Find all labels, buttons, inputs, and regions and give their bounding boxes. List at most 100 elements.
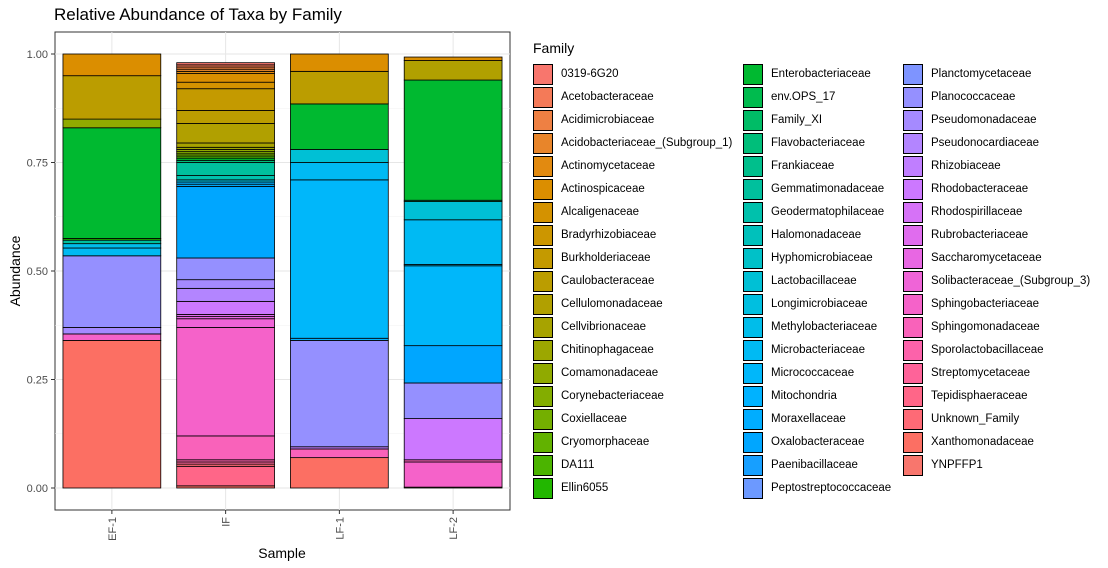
legend-label: Paenibacillaceae [771, 459, 858, 471]
legend-key [903, 179, 923, 200]
legend-label: Pseudomonadaceae [931, 114, 1037, 126]
legend-label: Actinomycetaceae [561, 160, 655, 172]
legend-key [903, 64, 923, 85]
legend-label: Acetobacteraceae [561, 91, 654, 103]
legend-label: Gemmatimonadaceae [771, 183, 885, 195]
bar-segment [176, 62, 275, 66]
bar-segment [403, 201, 503, 221]
y-axis-ticks: 0.00 0.25 0.50 0.75 1.00 [27, 49, 55, 495]
x-tick-label: IF [221, 517, 233, 527]
legend-label: Family_XI [771, 114, 823, 126]
legend-label: Enterobacteriaceae [771, 68, 871, 80]
legend-key [533, 432, 553, 453]
bar-segment [403, 56, 503, 61]
legend-key [743, 248, 763, 269]
x-tick-label: LF-2 [448, 517, 460, 540]
legend-label: Rhodobacteraceae [931, 183, 1029, 195]
bar-chart: 0.00 0.25 0.50 0.75 1.00 EF-1 IF LF-1 LF-2 Samp… [7, 31, 511, 561]
legend-label: Planctomycetaceae [931, 68, 1032, 80]
legend-key [903, 110, 923, 131]
bar-segment [176, 279, 275, 289]
legend-key [903, 87, 923, 108]
bar-segment [62, 239, 162, 245]
bar-segment [176, 185, 275, 259]
legend-key [533, 133, 553, 154]
legend-key [533, 317, 553, 338]
legend-key [903, 271, 923, 292]
bar-segment [290, 457, 389, 489]
bar-IF [176, 62, 275, 489]
legend-label: Acidimicrobiaceae [561, 114, 655, 126]
legend-key [903, 294, 923, 315]
bar-segment [176, 257, 275, 281]
y-axis-title: Abundance [7, 235, 23, 306]
legend-key [743, 156, 763, 177]
legend-label: Planococcaceae [931, 91, 1016, 103]
legend-key [533, 202, 553, 223]
bar-segment [403, 79, 503, 201]
legend-title: Family [533, 40, 575, 56]
legend-label: Cellulomonadaceae [561, 298, 663, 310]
legend-key [533, 87, 553, 108]
legend-label: Corynebacteriaceae [561, 390, 664, 402]
chart-title: Relative Abundance of Taxa by Family [54, 5, 342, 24]
bar-segment [176, 465, 275, 487]
legend-key [533, 225, 553, 246]
bar-segment [403, 265, 503, 347]
x-axis-ticks: EF-1 IF LF-1 LF-2 [107, 510, 460, 541]
legend-label: 0319-6G20 [561, 68, 619, 80]
legend-key [903, 317, 923, 338]
legend-key [903, 156, 923, 177]
legend-label: Micrococcaceae [771, 367, 855, 379]
legend-label: Ellin6055 [561, 482, 609, 494]
bar-segment [290, 448, 389, 459]
legend-label: env.OPS_17 [771, 91, 836, 103]
bar-segment [403, 219, 503, 265]
legend-key [743, 317, 763, 338]
bar-segment [62, 333, 162, 341]
legend-key [743, 294, 763, 315]
stacked-bars [62, 53, 503, 489]
y-tick-label: 0.50 [27, 266, 48, 278]
legend-label: Rhodospirillaceae [931, 206, 1023, 218]
legend-label: Sphingomonadaceae [931, 321, 1040, 333]
legend-label: Rhizobiaceae [931, 160, 1001, 172]
legend-label: Mitochondria [771, 390, 837, 402]
legend-label: Comamonadaceae [561, 367, 659, 379]
legend-key [533, 248, 553, 269]
legend-label: DA111 [561, 459, 595, 471]
bar-segment [176, 110, 275, 124]
legend-label: Burkholderiaceae [561, 252, 651, 264]
legend-key [743, 271, 763, 292]
legend-key [903, 202, 923, 223]
legend-label: Bradyrhizobiaceae [561, 229, 657, 241]
legend-key [533, 455, 553, 476]
legend-key [743, 432, 763, 453]
bar-segment [176, 318, 275, 328]
legend-label: Methylobacteriaceae [771, 321, 878, 333]
legend-label: Chitinophagaceae [561, 344, 654, 356]
bar-segment [176, 175, 275, 181]
legend-label: Peptostreptococcaceae [771, 482, 892, 494]
legend-label: Actinospicaceae [561, 183, 645, 195]
bar-segment [403, 418, 503, 461]
bar-segment [290, 149, 389, 163]
y-tick-label: 0.00 [27, 483, 48, 495]
bar-segment [403, 60, 503, 81]
legend-label: Frankiaceae [771, 160, 835, 172]
legend-key [743, 202, 763, 223]
legend-key [743, 110, 763, 131]
bar-segment [176, 327, 275, 437]
bar-segment [176, 435, 275, 461]
legend-label: Rubrobacteriaceae [931, 229, 1029, 241]
legend-key [903, 432, 923, 453]
bar-segment [290, 340, 389, 448]
legend-label: Tepidisphaeraceae [931, 390, 1028, 402]
legend-key [743, 455, 763, 476]
bar-segment [290, 53, 389, 72]
legend-key [533, 478, 553, 499]
legend-key [903, 363, 923, 384]
legend-label: Coxiellaceae [561, 413, 627, 425]
legend-label: Solibacteraceae_(Subgroup_3) [931, 275, 1091, 287]
legend-key [903, 455, 923, 476]
